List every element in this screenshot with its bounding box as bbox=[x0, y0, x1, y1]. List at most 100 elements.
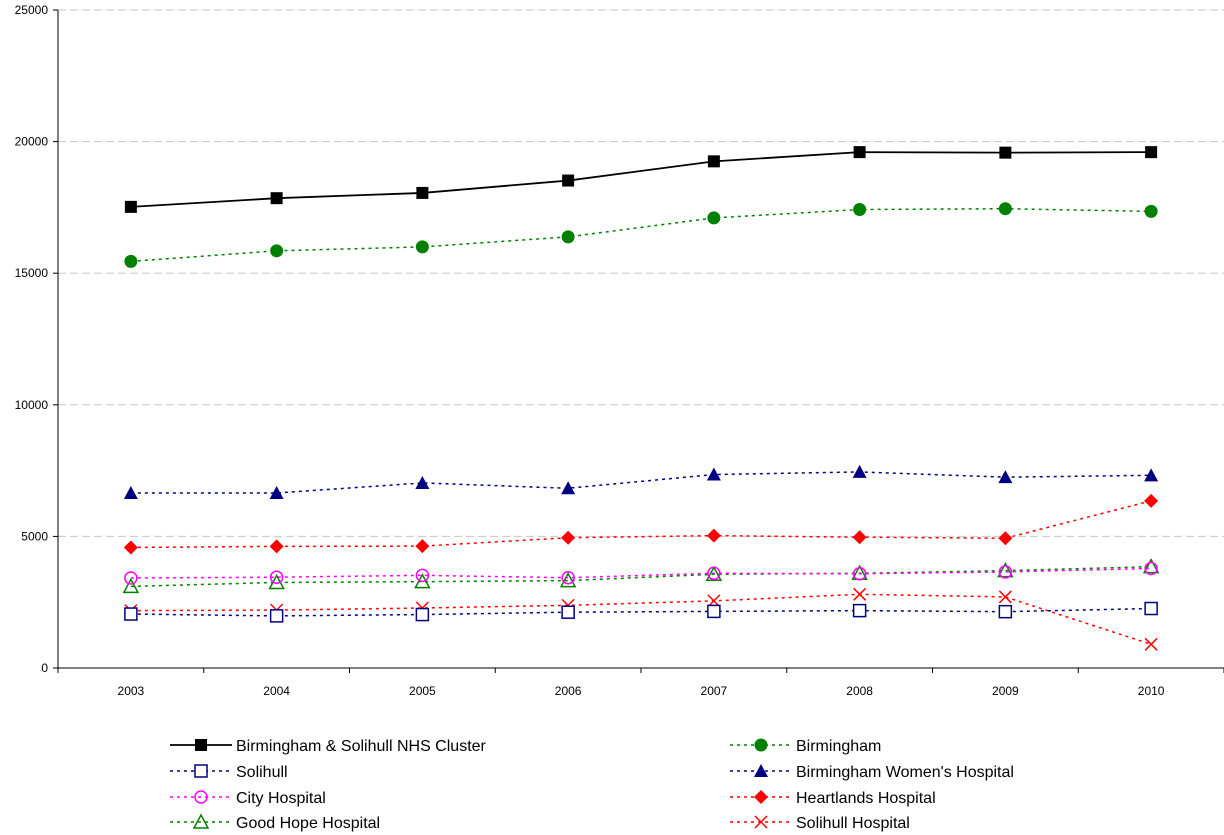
series-heartlands-hospital bbox=[123, 493, 1159, 555]
data-point bbox=[1145, 146, 1158, 159]
data-point bbox=[1144, 204, 1158, 218]
data-point bbox=[415, 568, 430, 583]
data-point bbox=[561, 230, 575, 244]
legend-item-city-hospital: City Hospital bbox=[170, 790, 326, 807]
data-point bbox=[562, 174, 575, 187]
data-point bbox=[1144, 601, 1158, 616]
data-point bbox=[997, 562, 1014, 578]
series-line bbox=[130, 471, 1152, 494]
legend-item-birmingham-women-s-hospital: Birmingham Women's Hospital bbox=[730, 764, 1014, 781]
x-tick-label: 2004 bbox=[263, 684, 290, 698]
series-birmingham bbox=[124, 202, 1158, 268]
legend-label: Heartlands Hospital bbox=[796, 790, 936, 807]
data-point bbox=[706, 467, 721, 481]
data-point bbox=[999, 146, 1012, 159]
gridlines bbox=[58, 9, 1224, 537]
series-line bbox=[130, 151, 1152, 208]
data-point bbox=[998, 202, 1012, 216]
data-point bbox=[998, 604, 1013, 619]
y-tick-label: 20000 bbox=[15, 135, 49, 149]
legend-item-good-hope-hospital: Good Hope Hospital bbox=[170, 813, 380, 832]
data-point bbox=[415, 240, 429, 254]
legend-label: Birmingham Women's Hospital bbox=[796, 764, 1014, 781]
legend-item-birmingham-solihull-nhs-cluster: Birmingham & Solihull NHS Cluster bbox=[170, 738, 487, 755]
x-tick-label: 2005 bbox=[409, 684, 436, 698]
series-line bbox=[130, 207, 1152, 263]
data-point bbox=[415, 607, 430, 622]
data-point bbox=[853, 587, 867, 601]
data-point bbox=[269, 570, 284, 584]
data-point bbox=[124, 607, 138, 621]
legend-item-birmingham: Birmingham bbox=[730, 738, 881, 755]
series-city-hospital bbox=[124, 561, 1158, 585]
data-point bbox=[1142, 558, 1160, 574]
data-point bbox=[998, 470, 1013, 484]
data-point bbox=[269, 485, 284, 499]
legend-marker bbox=[192, 813, 210, 829]
legend-marker bbox=[194, 790, 208, 804]
data-point bbox=[561, 481, 576, 495]
legend-marker bbox=[194, 764, 208, 778]
legend-item-solihull-hospital: Solihull Hospital bbox=[730, 815, 910, 832]
legend: Birmingham & Solihull NHS Cluster Birming… bbox=[170, 738, 1014, 832]
legend-item-heartlands-hospital: Heartlands Hospital bbox=[730, 790, 936, 807]
data-point bbox=[124, 571, 138, 585]
data-point bbox=[1144, 468, 1159, 482]
x-tick-label: 2007 bbox=[701, 684, 728, 698]
data-point bbox=[414, 573, 431, 589]
series-birmingham-solihull-nhs-cluster bbox=[124, 146, 1158, 213]
series-line bbox=[130, 607, 1152, 617]
data-point bbox=[707, 155, 720, 168]
axes bbox=[53, 9, 1224, 673]
y-tick-label: 0 bbox=[41, 661, 48, 675]
y-tick-label: 25000 bbox=[15, 3, 49, 17]
legend-marker bbox=[754, 815, 768, 829]
legend-label: Good Hope Hospital bbox=[236, 815, 380, 832]
data-point bbox=[707, 211, 721, 225]
data-point bbox=[998, 531, 1013, 546]
data-point bbox=[705, 565, 723, 582]
data-point bbox=[270, 192, 283, 205]
legend-marker bbox=[754, 738, 768, 752]
data-point bbox=[853, 146, 866, 159]
series-solihull bbox=[124, 601, 1158, 623]
legend-marker bbox=[754, 764, 768, 777]
data-point bbox=[1144, 493, 1159, 508]
legend-label: City Hospital bbox=[236, 790, 326, 807]
y-tick-label: 15000 bbox=[15, 266, 49, 280]
data-point bbox=[559, 572, 577, 588]
data-point bbox=[1144, 637, 1158, 651]
x-tick-label: 2006 bbox=[555, 684, 582, 698]
data-point bbox=[853, 203, 867, 217]
y-tick-label: 5000 bbox=[21, 529, 48, 543]
data-point bbox=[124, 200, 137, 213]
tick-labels: 0 5000 10000 15000 20000 25000 2003 2004 2005 200… bbox=[15, 3, 1165, 698]
data-point bbox=[416, 186, 429, 199]
series-line bbox=[130, 500, 1152, 549]
data-point bbox=[270, 244, 284, 258]
data-point bbox=[122, 577, 140, 594]
data-point bbox=[415, 475, 430, 489]
data-point bbox=[561, 530, 576, 545]
series-good-hope-hospital bbox=[122, 558, 1160, 594]
legend-label: Solihull bbox=[236, 764, 288, 781]
data-point bbox=[269, 609, 284, 623]
data-point bbox=[123, 540, 138, 555]
data-point bbox=[852, 567, 867, 581]
data-point bbox=[998, 565, 1013, 579]
data-point bbox=[707, 566, 721, 580]
legend-marker bbox=[195, 739, 207, 751]
legend-label: Birmingham & Solihull NHS Cluster bbox=[236, 738, 487, 755]
x-tick-label: 2010 bbox=[1138, 684, 1165, 698]
series-line bbox=[130, 567, 1152, 579]
x-tick-label: 2003 bbox=[118, 684, 145, 698]
data-point bbox=[123, 485, 138, 499]
data-point bbox=[852, 603, 867, 618]
series-line bbox=[130, 593, 1152, 646]
series-birmingham-women-s-hospital bbox=[123, 464, 1159, 499]
legend-label: Birmingham bbox=[796, 738, 881, 755]
x-tick-label: 2008 bbox=[846, 684, 873, 698]
data-point bbox=[706, 528, 721, 543]
legend-marker bbox=[754, 790, 768, 804]
